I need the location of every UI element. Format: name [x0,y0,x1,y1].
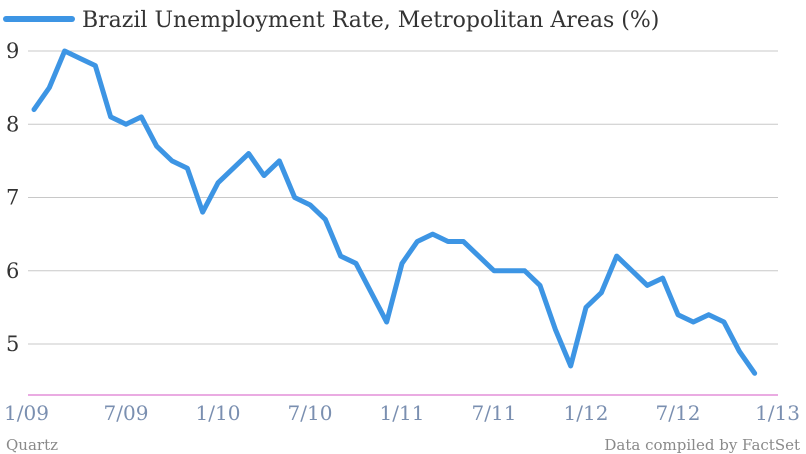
gridlines [28,50,778,345]
chart-title: Brazil Unemployment Rate, Metropolitan A… [82,8,659,33]
x-axis-ticks: 1/09 7/09 1/10 7/10 1/11 7/11 1/12 7/12 1/13 [4,401,800,425]
x-tick-label: 1/11 [380,401,425,425]
y-tick-label: 6 [6,259,19,283]
source-credit: Quartz [6,436,58,454]
x-tick-label: 1/09 [4,401,49,425]
series-layer [31,48,758,376]
x-tick-label: 7/09 [104,401,149,425]
series-line [31,48,758,376]
legend: Brazil Unemployment Rate, Metropolitan A… [3,8,659,33]
x-tick-label: 7/11 [472,401,517,425]
data-credit: Data compiled by FactSet [604,436,800,454]
y-axis-ticks: 9 8 7 6 5 [6,39,19,356]
y-tick-label: 8 [6,112,19,136]
x-tick-label: 1/12 [564,401,609,425]
y-tick-label: 5 [6,332,19,356]
x-tick-label: 1/13 [755,401,800,425]
y-tick-label: 9 [6,39,19,63]
y-tick-label: 7 [6,186,19,210]
x-tick-label: 1/10 [196,401,241,425]
x-tick-label: 7/10 [288,401,333,425]
x-tick-label: 7/12 [656,401,701,425]
